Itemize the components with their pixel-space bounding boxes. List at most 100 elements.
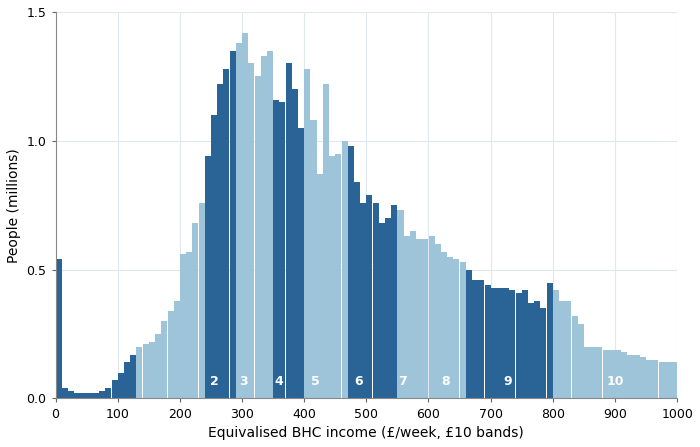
Bar: [304, 69, 310, 398]
Bar: [590, 347, 596, 398]
Bar: [571, 316, 577, 398]
Bar: [428, 236, 435, 398]
Bar: [522, 290, 528, 398]
Bar: [335, 154, 342, 398]
Bar: [267, 51, 273, 398]
Text: 7: 7: [398, 375, 407, 388]
Bar: [155, 334, 161, 398]
Bar: [634, 354, 640, 398]
Bar: [93, 393, 99, 398]
Bar: [55, 259, 62, 398]
Bar: [199, 202, 204, 398]
Bar: [211, 115, 217, 398]
Bar: [118, 373, 124, 398]
X-axis label: Equivalised BHC income (£/week, £10 bands): Equivalised BHC income (£/week, £10 band…: [209, 426, 524, 440]
Text: 10: 10: [606, 375, 624, 388]
Bar: [528, 303, 534, 398]
Bar: [447, 257, 454, 398]
Bar: [205, 156, 211, 398]
Text: 6: 6: [355, 375, 363, 388]
Bar: [516, 293, 522, 398]
Bar: [622, 352, 627, 398]
Y-axis label: People (millions): People (millions): [7, 148, 21, 262]
Bar: [665, 363, 671, 398]
Bar: [615, 350, 621, 398]
Bar: [603, 350, 608, 398]
Bar: [566, 300, 571, 398]
Bar: [640, 357, 646, 398]
Bar: [503, 288, 509, 398]
Bar: [149, 342, 155, 398]
Bar: [230, 51, 236, 398]
Bar: [578, 324, 584, 398]
Bar: [484, 285, 491, 398]
Bar: [348, 146, 354, 398]
Bar: [193, 223, 198, 398]
Text: 1: 1: [92, 375, 100, 388]
Bar: [454, 259, 459, 398]
Bar: [174, 300, 180, 398]
Bar: [398, 211, 403, 398]
Text: 5: 5: [311, 375, 320, 388]
Bar: [136, 347, 143, 398]
Bar: [478, 280, 484, 398]
Bar: [248, 63, 254, 398]
Bar: [360, 202, 366, 398]
Bar: [627, 354, 634, 398]
Bar: [342, 141, 348, 398]
Bar: [659, 363, 664, 398]
Bar: [422, 239, 428, 398]
Bar: [379, 223, 385, 398]
Bar: [236, 43, 242, 398]
Bar: [180, 254, 186, 398]
Bar: [68, 391, 74, 398]
Bar: [74, 393, 81, 398]
Bar: [279, 102, 286, 398]
Bar: [80, 393, 87, 398]
Bar: [441, 252, 447, 398]
Bar: [186, 252, 193, 398]
Bar: [292, 89, 298, 398]
Bar: [105, 388, 111, 398]
Bar: [354, 182, 360, 398]
Bar: [553, 290, 559, 398]
Bar: [316, 174, 323, 398]
Bar: [609, 350, 615, 398]
Text: 8: 8: [442, 375, 450, 388]
Bar: [534, 300, 540, 398]
Bar: [391, 205, 398, 398]
Bar: [167, 311, 174, 398]
Bar: [130, 354, 136, 398]
Bar: [584, 347, 590, 398]
Bar: [260, 56, 267, 398]
Bar: [466, 270, 472, 398]
Bar: [111, 380, 118, 398]
Bar: [217, 84, 223, 398]
Bar: [255, 76, 260, 398]
Bar: [124, 363, 130, 398]
Bar: [87, 393, 92, 398]
Bar: [596, 347, 603, 398]
Bar: [372, 202, 379, 398]
Bar: [161, 321, 167, 398]
Bar: [62, 388, 68, 398]
Bar: [311, 120, 316, 398]
Bar: [547, 283, 553, 398]
Bar: [323, 84, 329, 398]
Bar: [559, 300, 565, 398]
Text: 9: 9: [504, 375, 512, 388]
Bar: [460, 262, 466, 398]
Bar: [652, 360, 659, 398]
Bar: [435, 244, 441, 398]
Bar: [510, 290, 515, 398]
Bar: [410, 231, 416, 398]
Bar: [472, 280, 478, 398]
Bar: [329, 156, 335, 398]
Text: 4: 4: [275, 375, 284, 388]
Bar: [385, 218, 391, 398]
Bar: [671, 363, 677, 398]
Bar: [99, 391, 105, 398]
Bar: [366, 195, 372, 398]
Bar: [491, 288, 497, 398]
Bar: [143, 344, 148, 398]
